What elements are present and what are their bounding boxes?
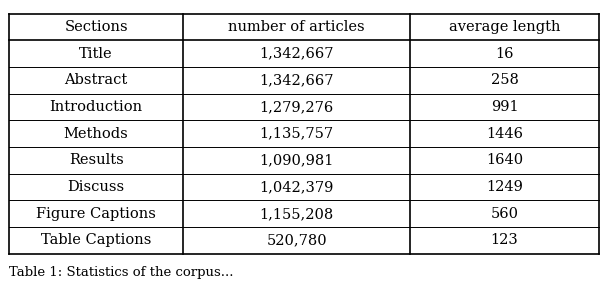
Text: 1,279,276: 1,279,276 [260,100,334,114]
Text: 1,155,208: 1,155,208 [260,207,334,221]
Text: 1249: 1249 [486,180,523,194]
Text: 1446: 1446 [486,127,523,141]
Text: 991: 991 [491,100,519,114]
Text: 1,342,667: 1,342,667 [260,47,334,61]
Text: 123: 123 [491,233,519,247]
Text: Table Captions: Table Captions [41,233,151,247]
Text: 560: 560 [491,207,519,221]
Text: Methods: Methods [64,127,128,141]
Text: Introduction: Introduction [49,100,143,114]
Text: Results: Results [69,154,123,168]
Text: 1,135,757: 1,135,757 [260,127,334,141]
Text: 1,090,981: 1,090,981 [260,154,334,168]
Text: Figure Captions: Figure Captions [36,207,156,221]
Text: average length: average length [449,20,560,34]
Text: 16: 16 [496,47,514,61]
Text: Title: Title [79,47,113,61]
Text: Discuss: Discuss [67,180,125,194]
Text: 520,780: 520,780 [266,233,327,247]
Text: 1640: 1640 [486,154,523,168]
Text: number of articles: number of articles [229,20,365,34]
Text: 1,042,379: 1,042,379 [260,180,334,194]
Text: 1,342,667: 1,342,667 [260,73,334,87]
Text: Sections: Sections [64,20,128,34]
Text: Abstract: Abstract [64,73,128,87]
Text: Table 1: Statistics of the corpus...: Table 1: Statistics of the corpus... [9,266,233,279]
Text: 258: 258 [491,73,519,87]
